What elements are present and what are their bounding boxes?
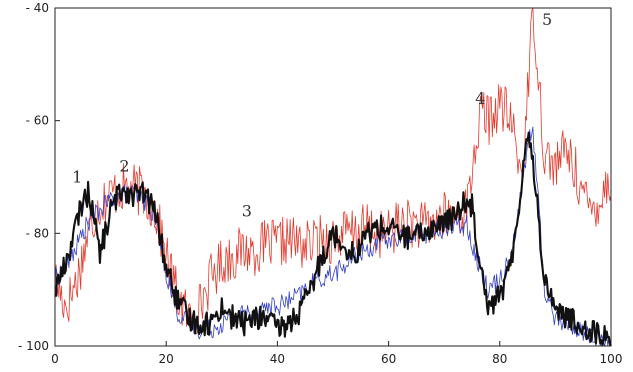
y-tick-label: - 100 bbox=[18, 339, 49, 353]
y-tick-label: - 40 bbox=[26, 1, 49, 15]
y-tick-label: - 60 bbox=[26, 114, 49, 128]
x-tick-label: 20 bbox=[159, 352, 174, 366]
x-tick-label: 80 bbox=[492, 352, 507, 366]
series-layer bbox=[54, 7, 612, 347]
peak-annotation: 2 bbox=[119, 156, 129, 175]
peak-annotation: 3 bbox=[242, 201, 252, 220]
x-tick-label: 40 bbox=[270, 352, 285, 366]
plot-frame bbox=[54, 7, 612, 347]
x-tick-label: 0 bbox=[51, 352, 59, 366]
peak-annotation: 5 bbox=[542, 10, 552, 29]
series-1-line bbox=[54, 7, 612, 335]
tick-layer: 0 20 40 60 80 100 - 40 - 60 - 80 - 100 bbox=[18, 1, 623, 366]
x-tick-label: 60 bbox=[381, 352, 396, 366]
peak-annotation: 4 bbox=[475, 89, 485, 108]
annotation-layer: 1 2 3 4 5 bbox=[72, 10, 552, 221]
series-3-line bbox=[54, 131, 612, 347]
y-tick-label: - 80 bbox=[26, 226, 49, 240]
peak-annotation: 1 bbox=[72, 168, 82, 187]
x-tick-label: 100 bbox=[600, 352, 623, 366]
